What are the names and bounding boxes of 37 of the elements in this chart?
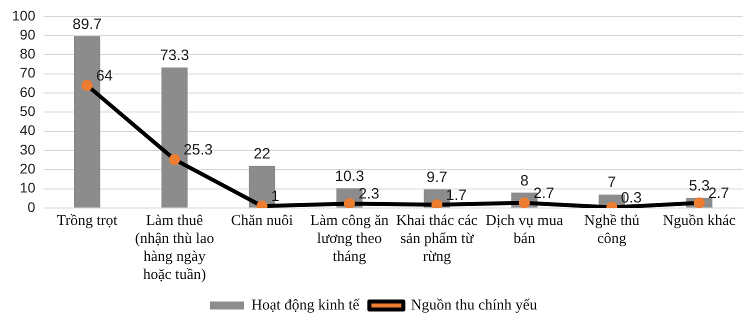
x-tick-label: Dịch vụ mua bán	[486, 212, 564, 247]
x-tick-label: Nguồn khác	[662, 212, 736, 229]
data-label: 89.7	[72, 16, 102, 33]
y-tick-label: 30	[20, 141, 36, 158]
y-tick-label: 50	[20, 103, 36, 120]
y-tick-label: 100	[12, 7, 36, 24]
data-label: 73.3	[160, 47, 190, 64]
x-tick-label: Khai thác các sản phẩm từ rừng	[396, 212, 478, 265]
data-label: 1.7	[446, 186, 467, 204]
data-label: 9.7	[426, 169, 448, 186]
data-label: 7	[608, 174, 616, 192]
x-tick-label: Làm thuê (nhận thù lao hàng ngày hoặc tuần)	[134, 212, 214, 283]
data-label: 22	[254, 145, 270, 162]
y-tick-label: 80	[20, 46, 36, 62]
x-tick-label: Làm công ăn lương theo tháng	[310, 212, 390, 265]
data-label: 10.3	[334, 168, 364, 185]
y-tick-label: 0	[28, 198, 36, 215]
data-label: 25.3	[184, 142, 213, 159]
x-tick-label: Nghề thủ công	[584, 212, 640, 247]
y-tick-label: 70	[20, 64, 36, 81]
data-label: 64	[96, 68, 113, 85]
legend-label: Hoạt động kinh tế	[251, 297, 360, 314]
data-label: 2.7	[533, 184, 554, 202]
data-label: 2.3	[358, 186, 380, 203]
y-tick-label: 90	[20, 26, 36, 42]
y-tick-label: 60	[20, 84, 36, 100]
legend-label: Nguồn thu chính yếu	[410, 297, 538, 314]
data-label: 5.3	[688, 177, 710, 194]
data-label: 0.3	[620, 190, 642, 207]
x-tick-label: Chăn nuôi	[230, 212, 294, 229]
y-tick-label: 40	[20, 122, 36, 138]
y-tick-label: 20	[20, 160, 36, 177]
y-tick-label: 10	[20, 180, 36, 196]
data-label: 8	[520, 172, 529, 190]
data-label: 1	[270, 188, 280, 206]
data-label: 2.7	[708, 184, 730, 202]
x-tick-label: Trồng trọt	[56, 212, 118, 229]
